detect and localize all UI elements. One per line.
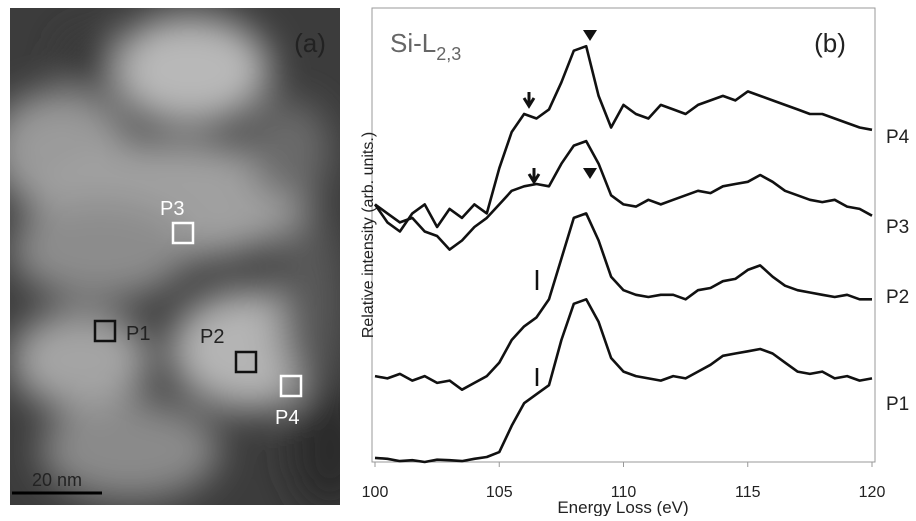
- series-label: P4: [886, 127, 910, 148]
- shoulder-arrow: [522, 92, 536, 109]
- peak-marker: [583, 168, 597, 179]
- edge-subscript: 2,3: [436, 44, 461, 64]
- peak-marker: [583, 30, 597, 41]
- marker-label: P3: [160, 198, 184, 220]
- region-box: [171, 221, 195, 245]
- region-box: [234, 350, 258, 374]
- x-tick-label: 115: [735, 484, 761, 501]
- series-label: P1: [886, 394, 909, 415]
- panel-label: (b): [814, 28, 846, 58]
- marker-label: P2: [200, 326, 224, 348]
- spectrum-line: [374, 212, 872, 391]
- spectrum-line: [374, 139, 873, 251]
- element-label: Si-L: [390, 28, 436, 58]
- panel-label: (a): [294, 28, 326, 58]
- x-tick-label: 120: [859, 484, 886, 501]
- spectrum-line: [374, 298, 873, 464]
- marker-label: P4: [275, 407, 299, 429]
- edge-label: Si-L2,3: [390, 28, 461, 64]
- region-box: [93, 319, 117, 343]
- shoulder-arrow: [527, 168, 541, 185]
- x-tick-label: 110: [611, 484, 637, 501]
- marker-label: P1: [126, 323, 150, 345]
- x-axis-label: Energy Loss (eV): [557, 498, 688, 516]
- y-axis-label: Relative intensity (arb. units.): [360, 132, 377, 338]
- series-label: P2: [886, 287, 909, 308]
- plot-frame: [371, 7, 876, 463]
- scale-bar-label: 20 nm: [32, 470, 82, 490]
- series-label: P3: [886, 217, 909, 238]
- x-tick-label: 100: [362, 484, 389, 501]
- micrograph: [10, 8, 340, 505]
- x-tick-label: 105: [486, 484, 513, 501]
- region-box: [279, 374, 303, 398]
- spectrum-line: [373, 44, 873, 233]
